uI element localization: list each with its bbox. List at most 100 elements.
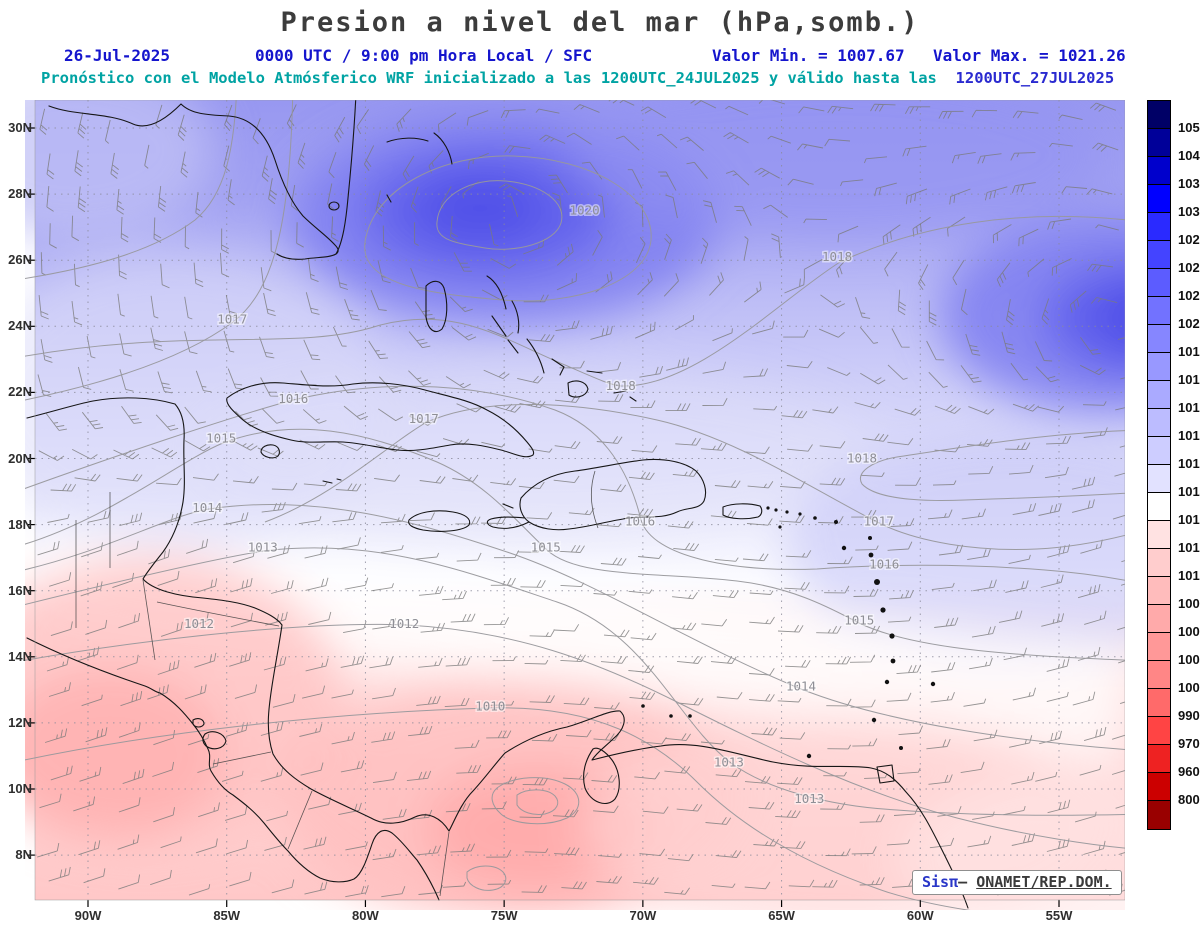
lon-label-60W: 60W	[906, 908, 934, 923]
contour-label-1014: 1014	[192, 500, 222, 515]
colorbar-segment-25	[1148, 801, 1170, 829]
colorbar-label-1022: 1022	[1178, 288, 1200, 303]
contour-label-1010: 1010	[475, 698, 505, 713]
colorbar-label-1004: 1004	[1178, 652, 1200, 667]
colorbar-segment-13	[1148, 465, 1170, 493]
contour-label-1015: 1015	[531, 540, 561, 555]
colorbar-label-1025: 1025	[1178, 260, 1200, 275]
colorbar-label-1035: 1035	[1178, 176, 1200, 191]
contour-label-1012: 1012	[389, 616, 419, 631]
colorbar-label-1010: 1010	[1178, 568, 1200, 583]
colorbar-label-1050: 1050	[1178, 120, 1200, 135]
pressure-colorbar	[1147, 100, 1171, 830]
lon-label-75W: 75W	[490, 908, 518, 923]
value-max-label: Valor Max. = 1021.26	[933, 46, 1126, 65]
colorbar-segment-16	[1148, 549, 1170, 577]
colorbar-segment-10	[1148, 381, 1170, 409]
contour-label-1017: 1017	[409, 411, 439, 426]
colorbar-segment-22	[1148, 717, 1170, 745]
contour-label-1014: 1014	[786, 679, 816, 694]
lon-label-55W: 55W	[1045, 908, 1073, 923]
colorbar-segment-0	[1148, 101, 1170, 129]
wind-barb-layer	[37, 100, 1125, 898]
colorbar-segment-1	[1148, 129, 1170, 157]
isobar-contour-layer	[25, 100, 1125, 910]
colorbar-segment-8	[1148, 325, 1170, 353]
contour-label-1012: 1012	[184, 616, 214, 631]
contour-label-1016: 1016	[625, 513, 655, 528]
contour-label-1017: 1017	[217, 312, 247, 327]
colorbar-segment-9	[1148, 353, 1170, 381]
pressure-map-canvas: 1020 1018 1017 1016 1017 1018 1015 1018 1014 1016…	[25, 100, 1125, 910]
colorbar-segment-4	[1148, 213, 1170, 241]
colorbar-label-1013: 1013	[1178, 512, 1200, 527]
colorbar-label-970: 970	[1178, 736, 1200, 751]
colorbar-segment-2	[1148, 157, 1170, 185]
axis-tick-layer	[27, 127, 1060, 907]
model-info-prefix: Pronóstico con el Modelo Atmósferico WRF…	[41, 69, 601, 87]
model-valid-date: 1200UTC_27JUL2025	[955, 69, 1115, 87]
colorbar-segment-20	[1148, 661, 1170, 689]
colorbar-label-1014: 1014	[1178, 484, 1200, 499]
colorbar-label-1020: 1020	[1178, 316, 1200, 331]
colorbar-segment-19	[1148, 633, 1170, 661]
colorbar-segment-12	[1148, 437, 1170, 465]
contour-label-1015: 1015	[844, 612, 874, 627]
map-frame	[34, 100, 1125, 901]
forecast-date: 26-Jul-2025	[64, 46, 170, 65]
colorbar-label-1012: 1012	[1178, 540, 1200, 555]
colorbar-label-1008: 1008	[1178, 596, 1200, 611]
colorbar-segment-6	[1148, 269, 1170, 297]
contour-label-1020: 1020	[570, 203, 600, 218]
lon-label-80W: 80W	[352, 908, 379, 923]
model-init-date: 1200UTC_24JUL2025	[600, 69, 760, 87]
colorbar-segment-24	[1148, 773, 1170, 801]
colorbar-label-1028: 1028	[1178, 232, 1200, 247]
contour-label-1018: 1018	[606, 378, 636, 393]
colorbar-segment-15	[1148, 521, 1170, 549]
country-border-layer	[75, 470, 599, 897]
colorbar-label-1006: 1006	[1178, 624, 1200, 639]
colorbar-label-1019: 1019	[1178, 344, 1200, 359]
colorbar-label-1015: 1015	[1178, 456, 1200, 471]
sispi-logo-text: Sis	[922, 873, 950, 891]
colorbar-label-1040: 1040	[1178, 148, 1200, 163]
branding-separator: –	[958, 873, 977, 891]
contour-label-1013: 1013	[794, 791, 824, 806]
colorbar-label-1030: 1030	[1178, 204, 1200, 219]
value-min-label: Valor Min. = 1007.67	[712, 46, 905, 65]
colorbar-segment-21	[1148, 689, 1170, 717]
colorbar-label-960: 960	[1178, 764, 1200, 779]
colorbar-segment-11	[1148, 409, 1170, 437]
colorbar-segment-17	[1148, 577, 1170, 605]
lon-label-90W: 90W	[74, 908, 102, 923]
contour-label-1016: 1016	[278, 391, 308, 406]
lon-label-85W: 85W	[213, 908, 241, 923]
colorbar-label-800: 800	[1178, 792, 1200, 807]
contour-label-1015: 1015	[206, 431, 236, 446]
page-title: Presion a nivel del mar (hPa,somb.)	[280, 7, 920, 38]
colorbar-segment-7	[1148, 297, 1170, 325]
colorbar-segment-18	[1148, 605, 1170, 633]
contour-label-layer: 1020 1018 1017 1016 1017 1018 1015 1018 1014 1016…	[182, 201, 900, 807]
contour-label-1016: 1016	[869, 556, 899, 571]
model-info-line: Pronóstico con el Modelo Atmósferico WRF…	[41, 69, 1114, 87]
contour-label-1013: 1013	[714, 755, 744, 770]
colorbar-label-1016: 1016	[1178, 428, 1200, 443]
contour-label-1018: 1018	[847, 451, 877, 466]
colorbar-segment-5	[1148, 241, 1170, 269]
coastline-layer	[26, 100, 969, 909]
colorbar-label-1000: 1000	[1178, 680, 1200, 695]
colorbar-segment-3	[1148, 185, 1170, 213]
colorbar-segment-23	[1148, 745, 1170, 773]
contour-label-1017: 1017	[864, 513, 894, 528]
model-info-middle: y válido hasta las	[759, 69, 956, 87]
colorbar-segment-14	[1148, 493, 1170, 521]
lon-label-65W: 65W	[768, 908, 795, 923]
forecast-run-info: 0000 UTC / 9:00 pm Hora Local / SFC	[255, 46, 593, 65]
contour-label-1018: 1018	[822, 249, 852, 264]
contour-label-1013: 1013	[248, 540, 278, 555]
branding-box: Sisπ– ONAMET/REP.DOM.	[912, 870, 1122, 895]
colorbar-label-1018: 1018	[1178, 372, 1200, 387]
